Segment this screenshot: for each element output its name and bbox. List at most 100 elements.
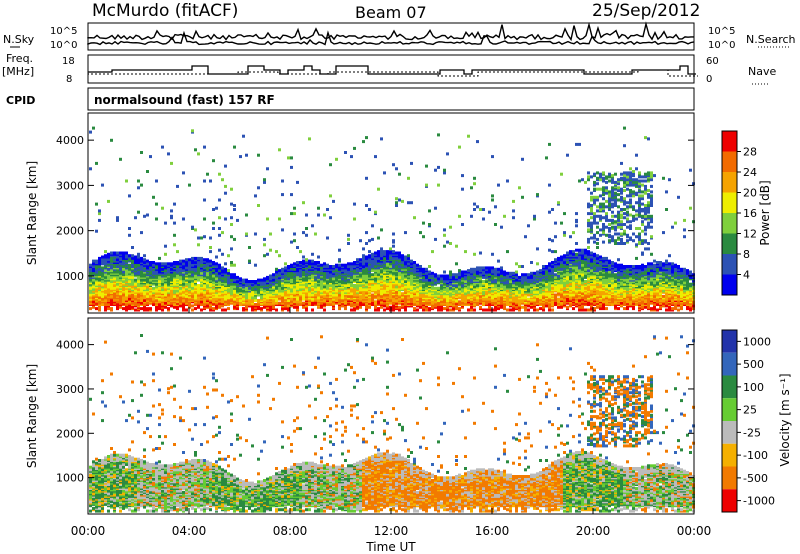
heatmap-cell (200, 275, 203, 279)
heatmap-cell (455, 273, 458, 277)
heatmap-cell (347, 270, 350, 274)
heatmap-cell (203, 297, 206, 301)
heatmap-cell (323, 278, 326, 282)
heatmap-cell (122, 251, 125, 255)
heatmap-cell (284, 304, 287, 308)
heatmap-cell (407, 267, 410, 271)
heatmap-cell (464, 270, 467, 274)
heatmap-cell (140, 307, 143, 311)
heatmap-cell (545, 282, 548, 286)
heatmap-cell (353, 261, 356, 264)
heatmap-cell (98, 256, 101, 260)
heatmap-cell (299, 296, 302, 300)
heatmap-cell (557, 256, 560, 260)
heatmap-cell (218, 216, 221, 220)
heatmap-cell (380, 250, 383, 254)
heatmap-cell (245, 278, 248, 282)
heatmap-cell (497, 259, 500, 263)
heatmap-cell (413, 307, 416, 311)
heatmap-cell (116, 285, 119, 289)
heatmap-cell (251, 305, 254, 309)
heatmap-cell (287, 293, 290, 297)
heatmap-cell (278, 269, 281, 273)
heatmap-cell (461, 223, 464, 226)
heatmap-cell (314, 232, 317, 236)
heatmap-cell (428, 301, 431, 305)
heatmap-cell (392, 232, 395, 236)
heatmap-cell (536, 297, 539, 301)
heatmap-cell (425, 267, 428, 271)
heatmap-cell (542, 308, 545, 312)
heatmap-cell (434, 237, 437, 241)
heatmap-cell (140, 183, 143, 187)
heatmap-cell (188, 258, 191, 262)
heatmap-cell (395, 266, 398, 270)
heatmap-cell (155, 285, 158, 289)
heatmap-cell (275, 250, 278, 254)
heatmap-cell (158, 280, 161, 283)
heatmap-cell (254, 303, 257, 306)
heatmap-cell (548, 292, 551, 296)
heatmap-cell (263, 178, 266, 182)
heatmap-cell (485, 308, 488, 312)
heatmap-cell (221, 299, 224, 302)
heatmap-cell (512, 209, 515, 213)
heatmap-cell (128, 233, 131, 237)
heatmap-cell (473, 208, 476, 211)
heatmap-cell (233, 305, 236, 309)
heatmap-cell (494, 223, 497, 226)
heatmap-cell (443, 274, 446, 278)
heatmap-cell (443, 168, 446, 172)
heatmap-cell (521, 195, 524, 199)
heatmap-cell (347, 242, 350, 245)
heatmap-cell (155, 217, 158, 221)
heatmap-cell (287, 277, 290, 281)
heatmap-cell (89, 286, 92, 290)
heatmap-cell (302, 201, 305, 205)
heatmap-cell (242, 307, 245, 311)
heatmap-cell (461, 301, 464, 305)
heatmap-cell (212, 159, 215, 163)
heatmap-cell (95, 202, 98, 206)
heatmap-cell (515, 305, 518, 309)
heatmap-cell (92, 126, 95, 130)
heatmap-cell (386, 254, 389, 258)
heatmap-cell (179, 259, 182, 263)
heatmap-cell (143, 296, 146, 300)
heatmap-cell (326, 275, 329, 279)
heatmap-cell (464, 292, 467, 296)
heatmap-cell (437, 165, 440, 169)
heatmap-cell (419, 265, 422, 268)
heatmap-cell (500, 301, 503, 305)
heatmap-cell (254, 280, 257, 283)
heatmap-cell (506, 179, 509, 183)
heatmap-cell (137, 179, 140, 183)
heatmap-cell (512, 271, 515, 275)
heatmap-cell (515, 273, 518, 277)
heatmap-cell (422, 305, 425, 309)
heatmap-cell (152, 300, 155, 304)
heatmap-cell (275, 299, 278, 302)
heatmap-cell (410, 280, 413, 283)
heatmap-cell (425, 307, 428, 311)
heatmap-cell (410, 259, 413, 263)
heatmap-cell (527, 224, 530, 228)
heatmap-cell (311, 303, 314, 306)
heatmap-cell (341, 292, 344, 296)
heatmap-cell (374, 210, 377, 214)
heatmap-cell (395, 281, 398, 285)
heatmap-cell (422, 267, 425, 271)
heatmap-cell (92, 300, 95, 304)
heatmap-cell (305, 213, 308, 217)
heatmap-cell (299, 261, 302, 264)
heatmap-cell (473, 308, 476, 312)
heatmap-cell (101, 294, 104, 298)
heatmap-cell (401, 254, 404, 258)
heatmap-cell (296, 246, 299, 249)
heatmap-cell (140, 288, 143, 292)
heatmap-cell (371, 224, 374, 228)
heatmap-cell (455, 244, 458, 248)
heatmap-cell (251, 308, 254, 312)
heatmap-cell (437, 133, 440, 137)
heatmap-cell (200, 303, 203, 306)
